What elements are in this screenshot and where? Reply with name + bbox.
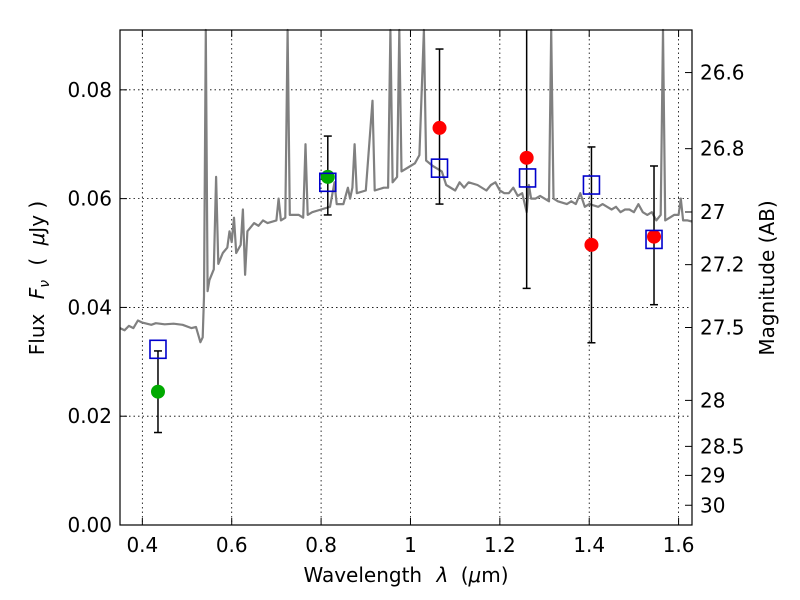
observed-point	[519, 150, 534, 165]
x-tick-label: 0.6	[216, 533, 248, 557]
model-point	[430, 158, 449, 178]
y-tick-label: 0.06	[67, 187, 112, 211]
model-point	[518, 168, 537, 188]
observed-point	[647, 229, 662, 244]
plot-frame	[119, 29, 693, 526]
x-tick-label: 1.6	[663, 533, 695, 557]
x-tick-label: 0.4	[126, 533, 158, 557]
x-axis-title: Wavelength λ (μm)	[303, 563, 508, 587]
tick-layer: 0.4 0.6 0.8 1 1.2 1.4 1.6 0.00 0.02 0.04 0.06 0.08 2…	[67, 30, 745, 557]
y-axis-title-unit-rest: Jy )	[25, 201, 49, 235]
x-tick-label: 1	[404, 533, 417, 557]
y2-tick-label: 27.2	[700, 253, 745, 277]
y2-tick-label: 27	[700, 200, 725, 224]
x-axis-title-symbol: λ	[435, 563, 448, 587]
x-axis-title-unit-mu: μ	[468, 563, 482, 587]
y-axis-title-prefix: Flux	[25, 313, 49, 355]
y-axis-title-unit-open: (	[25, 258, 49, 266]
y2-tick-label: 28.5	[700, 434, 745, 458]
x-tick-label: 0.8	[305, 533, 337, 557]
y-tick-label: 0.02	[67, 404, 112, 428]
y2-tick-label: 30	[700, 493, 725, 517]
y-tick-label: 0.00	[67, 513, 112, 537]
x-tick-label: 1.2	[484, 533, 516, 557]
x-axis-title-unit-rest: m)	[481, 563, 508, 587]
y2-tick-label: 26.8	[700, 137, 745, 161]
model-layer	[149, 158, 663, 360]
y2-tick-label: 29	[700, 463, 725, 487]
y2-tick-label: 26.6	[700, 61, 745, 85]
y2-tick-label: 27.5	[700, 316, 745, 340]
model-point	[149, 339, 167, 360]
y2-tick-label: 28	[700, 388, 725, 412]
observed-point	[150, 384, 165, 399]
x-tick-label: 1.4	[573, 533, 605, 557]
spectrum-line	[119, 28, 693, 344]
observed-point	[584, 237, 599, 252]
y2-axis-title: Magnitude (AB)	[755, 200, 779, 355]
y-axis-title-unit-mu: μ	[25, 233, 49, 247]
y-axis-title-subscript: ν	[37, 280, 53, 288]
model-point	[582, 175, 601, 195]
y-axis-title-symbol: F	[25, 287, 49, 299]
y-tick-label: 0.04	[67, 295, 112, 319]
y-axis-title: Flux Fν ( μJy )	[25, 201, 54, 355]
model-point	[645, 229, 663, 250]
x-axis-title-prefix: Wavelength	[303, 563, 422, 587]
model-point	[318, 172, 337, 193]
observed-point	[432, 120, 447, 135]
observed-point	[320, 169, 335, 184]
y-tick-label: 0.08	[67, 78, 112, 102]
spectrum-layer	[119, 28, 693, 344]
x-axis-title-unit-open: (	[461, 563, 469, 587]
